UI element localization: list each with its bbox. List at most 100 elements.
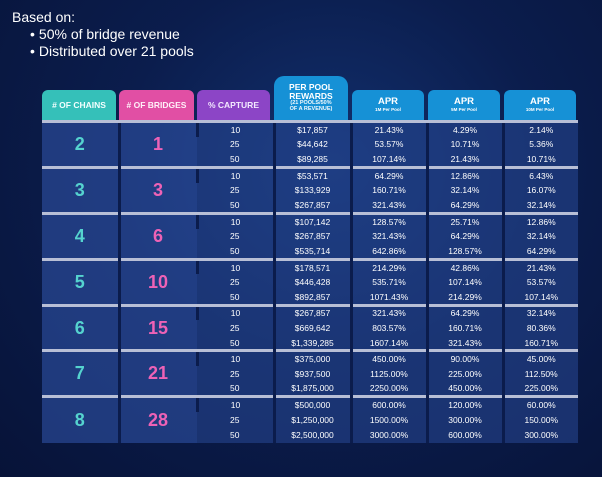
capture-cell: 25 — [197, 412, 274, 428]
apr-1m-cell: 53.57% — [349, 136, 427, 153]
header-apr-5m-label: APR — [453, 96, 475, 108]
table-row: 25 $44,642 53.57% 10.71% 5.36% — [42, 136, 578, 153]
apr-10m-cell: 21.43% — [501, 257, 578, 275]
table-row: 25 $446,428 535.71% 107.14% 53.57% — [42, 274, 578, 290]
reward-cell: $17,857 — [272, 119, 351, 137]
apr-10m-cell: 300.00% — [501, 427, 578, 443]
apr-10m-cell: 6.43% — [501, 165, 578, 183]
apr-5m-cell: 42.86% — [425, 257, 503, 275]
chains-count: 5 — [42, 257, 119, 306]
reward-cell: $267,857 — [272, 303, 351, 321]
header-apr-10m-sub: 10M Per Pool — [525, 107, 555, 113]
reward-cell: $535,714 — [272, 243, 351, 260]
reward-cell: $178,571 — [272, 257, 351, 275]
capture-cell: 50 — [197, 289, 274, 306]
capture-cell: 50 — [197, 427, 274, 443]
apr-1m-cell: 321.43% — [349, 303, 427, 321]
apr-1m-cell: 803.57% — [349, 320, 427, 336]
bridges-count: 6 — [117, 211, 197, 260]
apr-10m-cell: 225.00% — [501, 381, 578, 397]
apr-1m-cell: 107.14% — [349, 152, 427, 168]
reward-cell: $1,250,000 — [272, 412, 351, 428]
header-apr-5m: APR 5M Per Pool — [428, 90, 500, 120]
chains-count: 6 — [42, 303, 119, 351]
apr-10m-cell: 60.00% — [501, 395, 578, 413]
capture-cell: 10 — [195, 349, 274, 367]
table-row: 5 10 10 $178,571 214.29% 42.86% 21.43% — [42, 257, 578, 306]
header-reward-sub1: (21 POOLS/50% — [290, 100, 332, 107]
capture-cell: 10 — [195, 211, 274, 229]
reward-cell: $107,142 — [272, 211, 351, 229]
apr-10m-cell: 32.14% — [501, 197, 578, 214]
chains-count: 4 — [42, 211, 119, 260]
header-apr-10m-label: APR — [529, 96, 551, 108]
apr-10m-cell: 45.00% — [501, 349, 578, 367]
header-chains-label: # OF CHAINS — [52, 99, 106, 110]
apr-5m-cell: 64.29% — [425, 303, 503, 321]
capture-cell: 10 — [195, 303, 274, 321]
reward-cell: $375,000 — [272, 349, 351, 367]
chains-count: 7 — [42, 349, 119, 397]
apr-1m-cell: 450.00% — [349, 349, 427, 367]
bridges-count: 3 — [117, 165, 197, 214]
intro-title: Based on: — [12, 9, 76, 25]
apr-1m-cell: 64.29% — [349, 165, 427, 183]
intro-bullets: 50% of bridge revenue Distributed over 2… — [12, 26, 194, 60]
table-row: 7 21 10 $375,000 450.00% 90.00% 45.00% — [42, 349, 578, 397]
apr-1m-cell: 1607.14% — [349, 335, 427, 351]
apr-10m-cell: 53.57% — [501, 274, 578, 290]
apr-1m-cell: 1125.00% — [349, 366, 427, 382]
capture-cell: 50 — [197, 243, 274, 260]
table-row: 25 $937,500 1125.00% 225.00% 112.50% — [42, 366, 578, 382]
apr-5m-cell: 21.43% — [425, 152, 503, 168]
reward-cell: $937,500 — [272, 366, 351, 382]
table-row: 8 28 10 $500,000 600.00% 120.00% 60.00% — [42, 395, 578, 443]
table-row: 25 $133,929 160.71% 32.14% 16.07% — [42, 182, 578, 198]
apr-5m-cell: 64.29% — [425, 197, 503, 214]
apr-10m-cell: 80.36% — [501, 320, 578, 336]
rewards-table-body: 2 1 10 $17,857 21.43% 4.29% 2.14% 25 $44,642 53.5… — [42, 119, 578, 443]
bridges-count: 10 — [117, 257, 197, 306]
apr-10m-cell: 2.14% — [501, 119, 578, 137]
apr-10m-cell: 150.00% — [501, 412, 578, 428]
capture-cell: 25 — [197, 136, 274, 153]
apr-10m-cell: 10.71% — [501, 152, 578, 168]
reward-cell: $446,428 — [272, 274, 351, 290]
apr-1m-cell: 214.29% — [349, 257, 427, 275]
intro-bullet: Distributed over 21 pools — [30, 43, 194, 60]
header-per-pool-rewards: PER POOL REWARDS (21 POOLS/50% OF A REVE… — [274, 76, 348, 120]
table-row: 50 $1,339,285 1607.14% 321.43% 160.71% — [42, 335, 578, 351]
apr-10m-cell: 64.29% — [501, 243, 578, 260]
chains-count: 8 — [42, 395, 119, 443]
apr-1m-cell: 2250.00% — [349, 381, 427, 397]
apr-5m-cell: 32.14% — [425, 182, 503, 198]
apr-5m-cell: 90.00% — [425, 349, 503, 367]
apr-10m-cell: 5.36% — [501, 136, 578, 153]
reward-cell: $2,500,000 — [272, 427, 351, 443]
reward-cell: $44,642 — [272, 136, 351, 153]
apr-10m-cell: 12.86% — [501, 211, 578, 229]
apr-10m-cell: 32.14% — [501, 303, 578, 321]
apr-1m-cell: 1500.00% — [349, 412, 427, 428]
reward-cell: $669,642 — [272, 320, 351, 336]
header-chains: # OF CHAINS — [42, 90, 116, 120]
capture-cell: 25 — [197, 366, 274, 382]
header-apr-1m-sub: 1M Per Pool — [375, 107, 401, 113]
table-row: 4 6 10 $107,142 128.57% 25.71% 12.86% — [42, 211, 578, 260]
apr-5m-cell: 214.29% — [425, 289, 503, 306]
reward-cell: $500,000 — [272, 395, 351, 413]
reward-cell: $267,857 — [272, 228, 351, 244]
table-row: 50 $535,714 642.86% 128.57% 64.29% — [42, 243, 578, 260]
table-row: 2 1 10 $17,857 21.43% 4.29% 2.14% — [42, 119, 578, 168]
apr-5m-cell: 120.00% — [425, 395, 503, 413]
apr-5m-cell: 321.43% — [425, 335, 503, 351]
reward-cell: $1,339,285 — [272, 335, 351, 351]
apr-1m-cell: 1071.43% — [349, 289, 427, 306]
capture-cell: 50 — [197, 381, 274, 397]
table-row: 25 $267,857 321.43% 64.29% 32.14% — [42, 228, 578, 244]
bridges-count: 28 — [117, 395, 197, 443]
apr-5m-cell: 128.57% — [425, 243, 503, 260]
apr-1m-cell: 21.43% — [349, 119, 427, 137]
reward-cell: $1,875,000 — [272, 381, 351, 397]
apr-1m-cell: 160.71% — [349, 182, 427, 198]
